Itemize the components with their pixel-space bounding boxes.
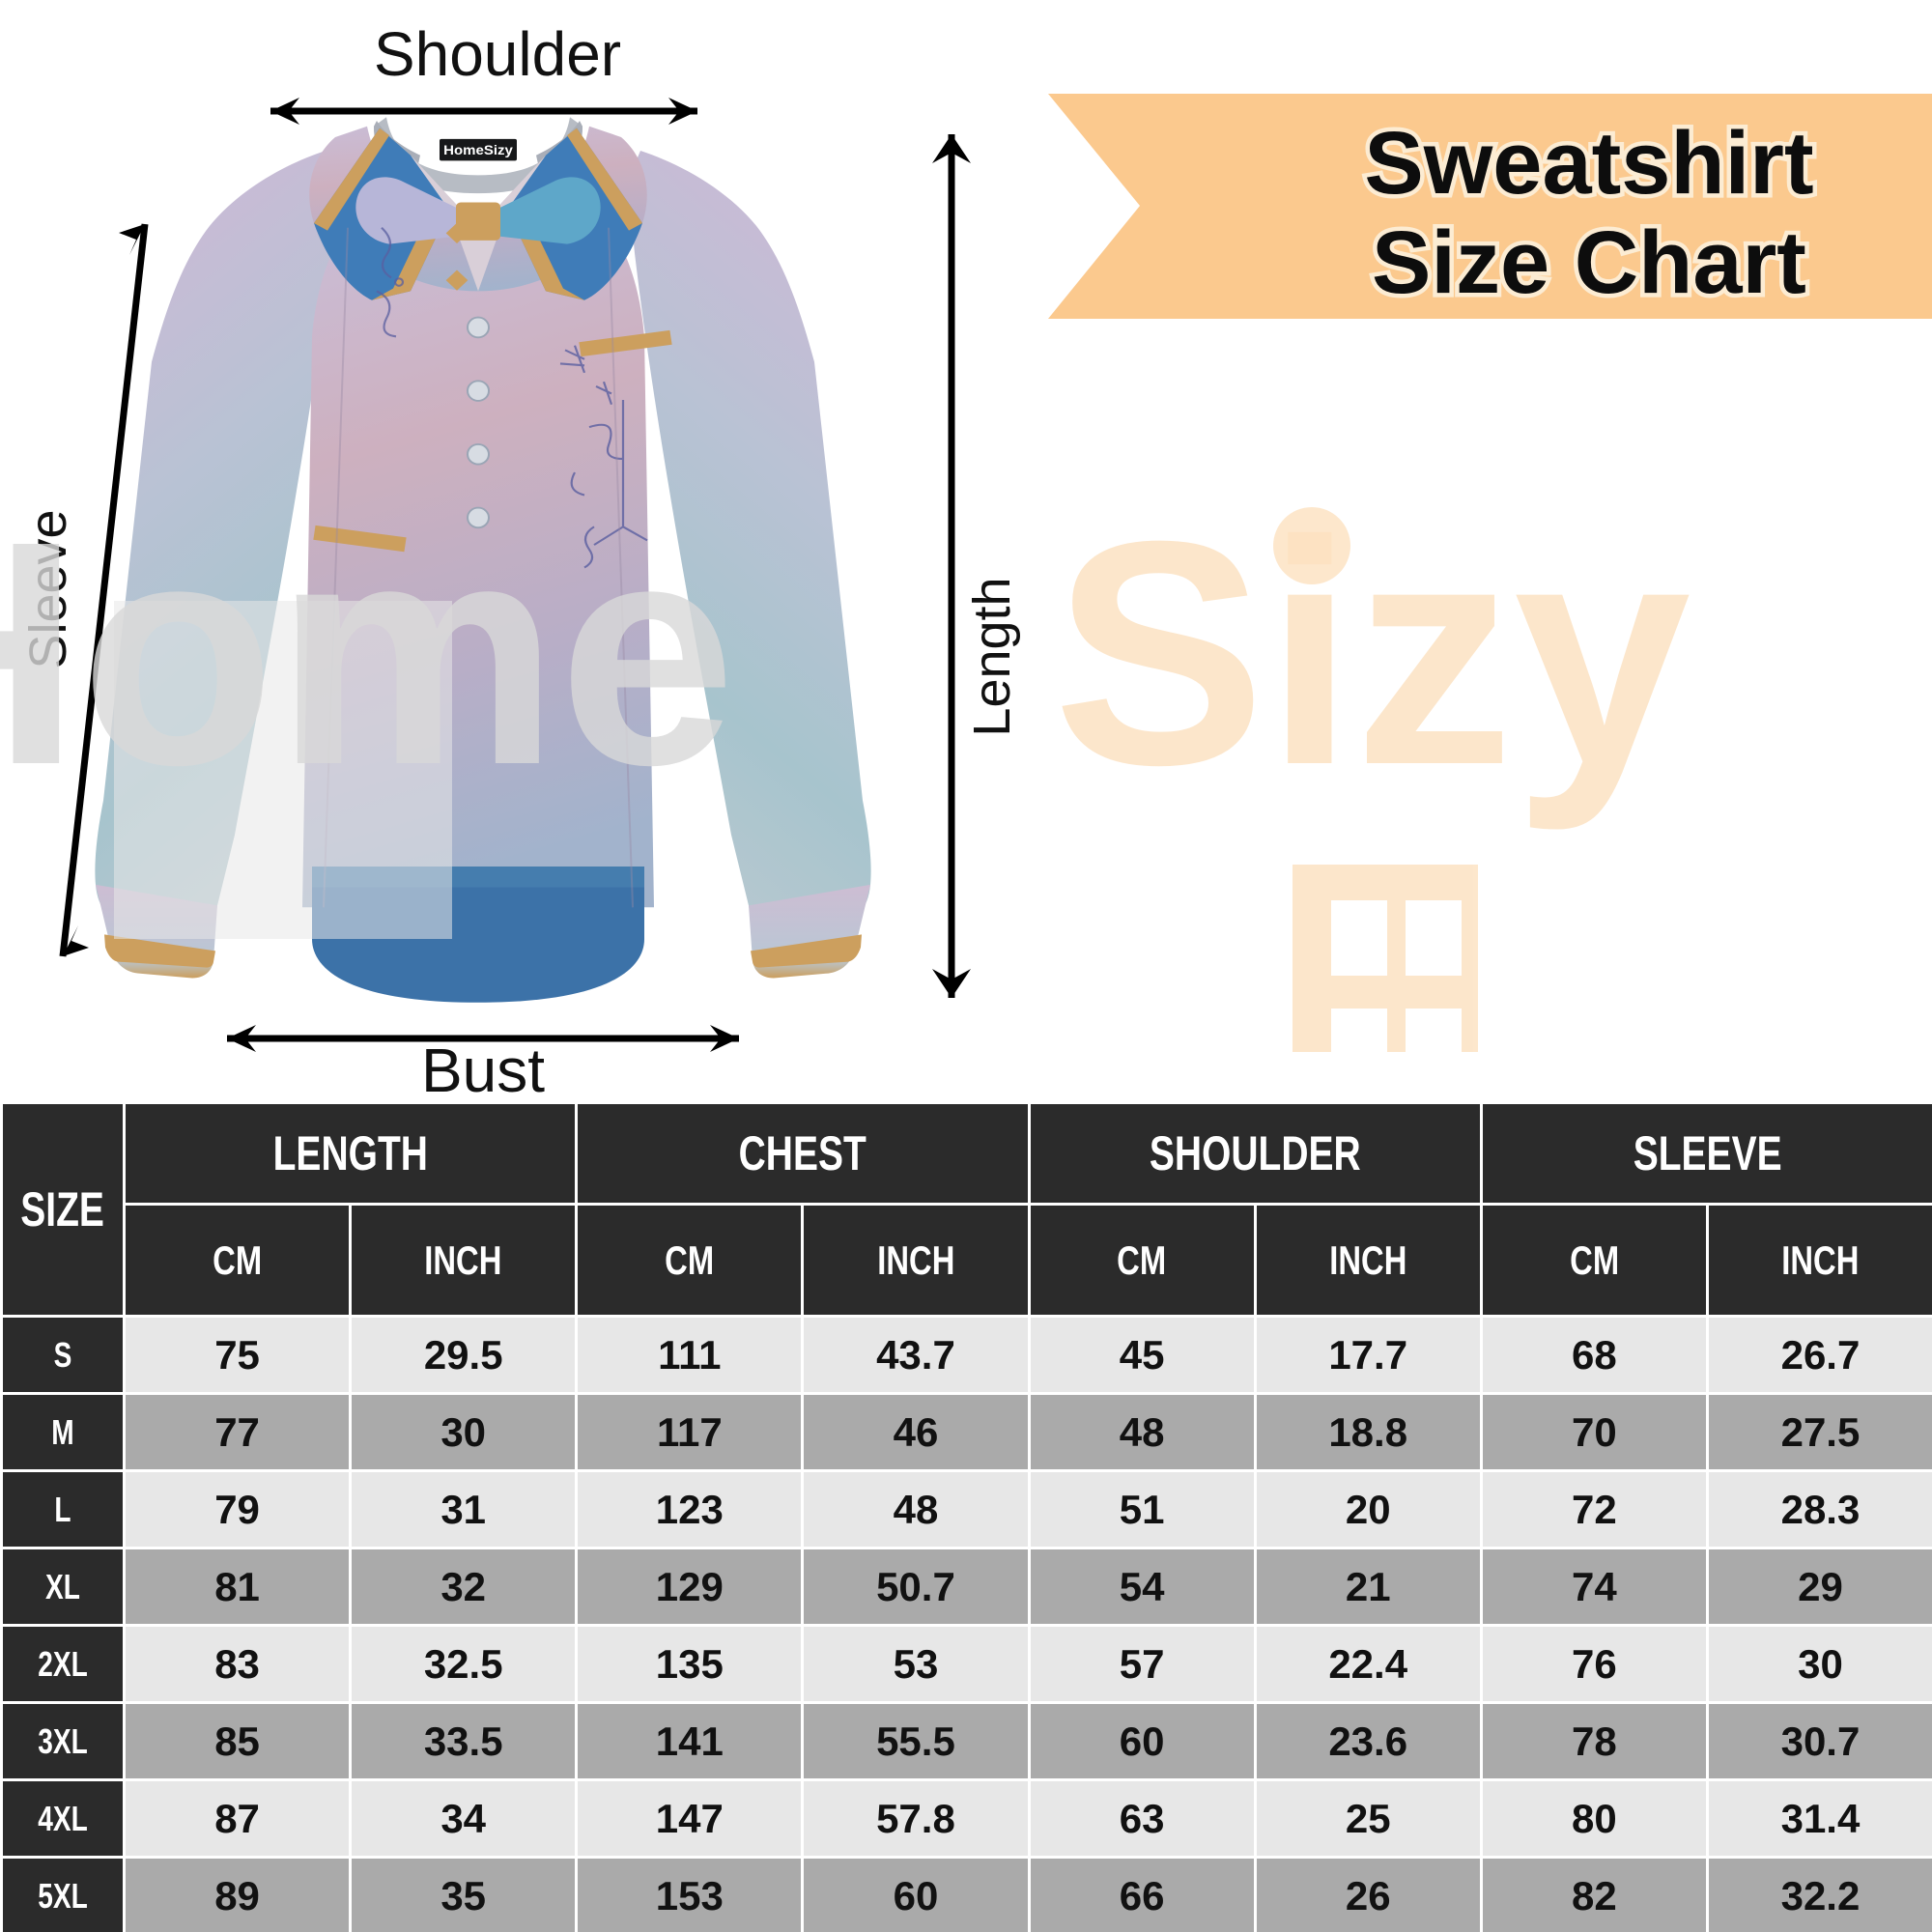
- svg-text:Sweatshirt: Sweatshirt: [1364, 114, 1813, 213]
- svg-text:Size Chart: Size Chart: [1372, 213, 1806, 312]
